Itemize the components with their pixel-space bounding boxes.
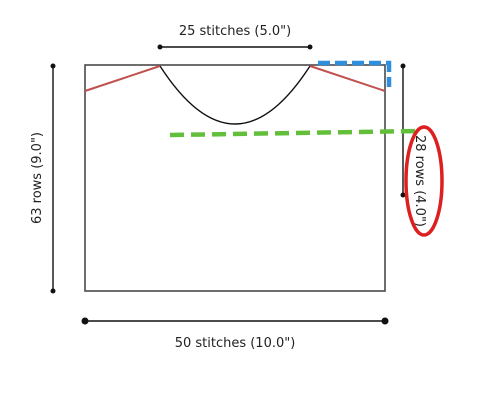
- body-height-label: 63 rows (9.0"): [30, 132, 45, 224]
- neckline-curve: [159, 65, 311, 125]
- armhole-depth-label: 28 rows (4.0"): [412, 135, 427, 227]
- neck-width-label: 25 stitches (5.0"): [179, 24, 291, 39]
- body-panel-outline: [84, 64, 386, 292]
- armhole-depth-endpoint-bottom: [400, 192, 406, 198]
- body-height-endpoint-bottom: [50, 288, 56, 294]
- right-shoulder-slope: [309, 65, 386, 92]
- neck-width-endpoint-left: [157, 44, 163, 50]
- armhole-depth-endpoint-top: [400, 63, 406, 69]
- body-height-endpoint-top: [50, 63, 56, 69]
- blue-dashed-marker: [318, 60, 392, 87]
- body-width-label: 50 stitches (10.0"): [175, 336, 296, 351]
- green-dashed-marker: [169, 128, 421, 138]
- left-shoulder-slope: [84, 65, 161, 92]
- body-width-endpoint-right: [381, 317, 389, 325]
- body-width-endpoint-left: [81, 317, 89, 325]
- neck-width-endpoint-right: [307, 44, 313, 50]
- highlight-ellipse: [404, 125, 444, 237]
